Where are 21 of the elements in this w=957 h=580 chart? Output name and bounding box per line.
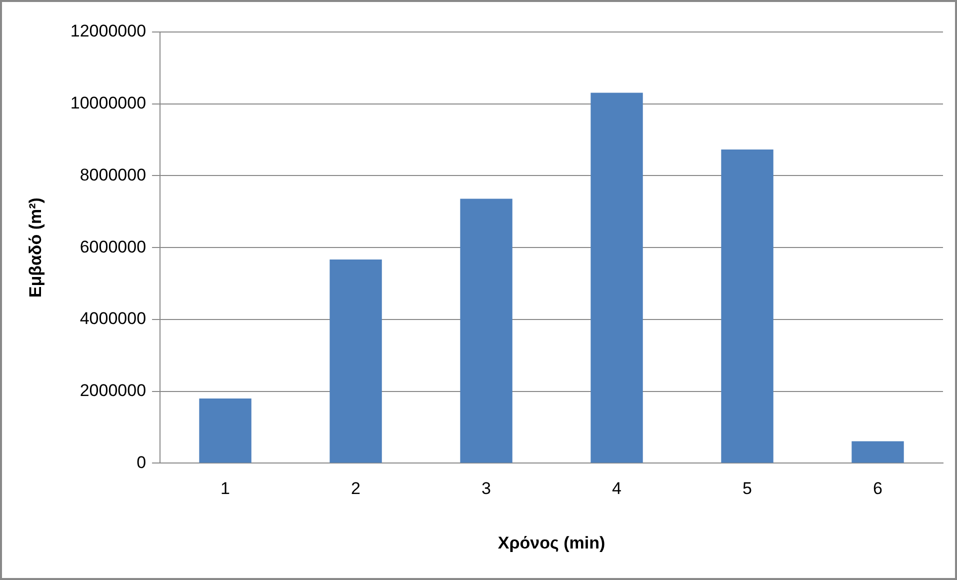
x-tick-label: 2	[351, 479, 361, 498]
x-tick-label: 3	[482, 479, 492, 498]
y-axis-title: Εμβαδό (m²)	[26, 198, 45, 298]
y-tick-label: 6000000	[80, 237, 146, 256]
bar	[721, 150, 774, 463]
x-tick-label: 4	[612, 479, 622, 498]
x-tick-label: 1	[220, 479, 230, 498]
bar	[590, 92, 643, 463]
bar	[199, 398, 252, 463]
y-tick-label: 10000000	[70, 94, 146, 113]
y-tick-label: 8000000	[80, 165, 146, 184]
x-tick-label: 5	[742, 479, 752, 498]
y-tick-label: 12000000	[70, 22, 146, 41]
bar	[330, 259, 382, 463]
y-tick-label: 4000000	[80, 309, 146, 328]
y-tick-label: 2000000	[80, 381, 146, 400]
x-axis-title: Χρόνος (min)	[498, 533, 606, 552]
y-tick-label: 0	[136, 452, 146, 472]
bar	[460, 198, 512, 463]
x-tick-label: 6	[873, 479, 882, 498]
bar	[852, 441, 904, 463]
